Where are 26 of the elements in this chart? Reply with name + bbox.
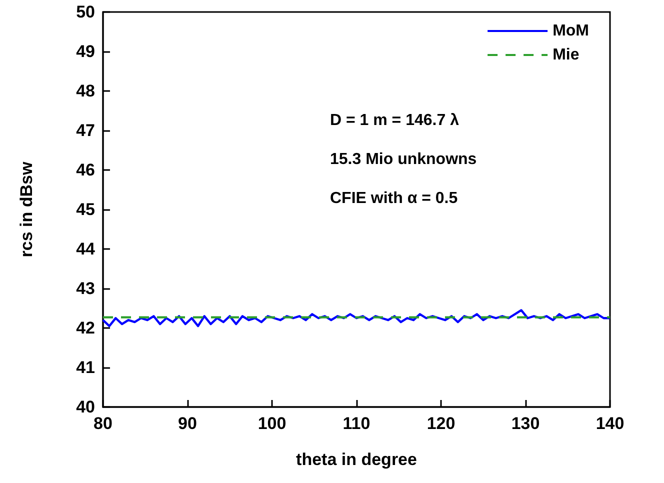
- annotation: D = 1 m = 146.7 λ: [330, 112, 459, 130]
- x-tick-label: 110: [342, 414, 370, 433]
- y-tick-label: 40: [76, 398, 95, 416]
- x-tick-label: 100: [258, 414, 286, 433]
- y-tick-label: 47: [76, 121, 95, 140]
- x-tick-label: 80: [94, 414, 112, 433]
- legend-label: Mie: [552, 46, 580, 64]
- y-axis-title: rcs in dBsw: [17, 161, 36, 258]
- legend-label: MoM: [552, 22, 590, 40]
- y-tick-label: 42: [76, 318, 95, 338]
- y-tick-label: 43: [76, 279, 95, 298]
- annotation: CFIE with α = 0.5: [330, 190, 458, 208]
- x-axis-title: theta in degree: [296, 450, 417, 469]
- y-tick-label: 41: [76, 358, 95, 377]
- line-series: [102, 309, 612, 328]
- x-tick-label: 120: [426, 414, 456, 433]
- annotation: 15.3 Mio unknowns: [330, 151, 477, 169]
- x-tick-label: 140: [596, 414, 624, 433]
- y-tick-label: 49: [76, 42, 95, 61]
- x-tick-label: 90: [178, 414, 197, 433]
- y-tick-label: 44: [76, 240, 96, 258]
- x-tick-label: 130: [511, 414, 540, 433]
- y-tick-label: 50: [76, 2, 95, 22]
- y-tick-label: 48: [76, 82, 95, 100]
- y-tick-label: 46: [76, 160, 95, 180]
- y-tick-label: 45: [76, 200, 95, 219]
